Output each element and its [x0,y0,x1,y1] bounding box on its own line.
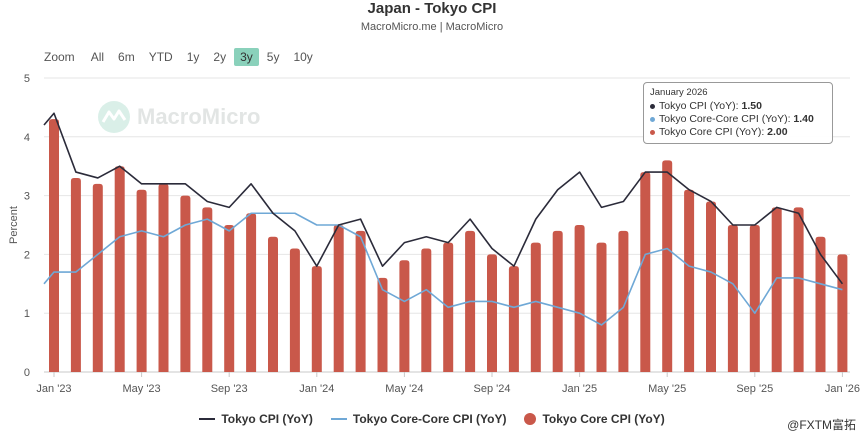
legend-item-core-core[interactable]: Tokyo Core-Core CPI (YoY) [330,412,507,426]
zoom-button-all[interactable]: All [90,50,105,64]
bar-core-cpi[interactable] [530,242,541,372]
line-tokyo-cpi[interactable] [43,112,844,285]
x-tick-label: Sep '23 [211,383,248,395]
bar-core-cpi[interactable] [289,248,300,372]
legend-line-icon [199,418,216,420]
tooltip-value: 2.00 [767,126,788,138]
legend-label: Tokyo Core-Core CPI (YoY) [352,412,507,426]
bar-core-cpi[interactable] [793,207,804,372]
tooltip-label: Tokyo Core CPI (YoY): [659,126,768,138]
y-tick-label: 3 [24,191,30,203]
series-dot-icon [650,103,655,109]
tooltip-row-core: Tokyo Core CPI (YoY): 2.00 [650,126,826,139]
bar-core-cpi[interactable] [487,254,497,372]
bar-core-cpi[interactable] [706,201,716,372]
zoom-label: Zoom [44,50,75,64]
bar-core-cpi[interactable] [815,236,826,372]
bar-core-cpi[interactable] [224,225,235,372]
zoom-button-ytd[interactable]: YTD [148,50,173,64]
x-tick-label: Jan '24 [299,383,334,395]
x-tick-label: Sep '24 [474,383,511,395]
legend-line-icon [330,418,347,420]
bar-core-cpi[interactable] [49,119,59,372]
bar-core-cpi[interactable] [114,166,125,372]
bar-core-cpi[interactable] [268,236,278,372]
bar-core-cpi[interactable] [727,225,738,372]
bar-core-cpi[interactable] [640,172,651,372]
zoom-button-3y[interactable]: 3y [234,48,259,66]
bar-core-cpi[interactable] [70,177,81,372]
bar-core-cpi[interactable] [662,160,673,372]
bar-core-cpi[interactable] [92,183,103,372]
bar-core-cpi[interactable] [311,266,322,372]
zoom-bar: Zoom All 6m YTD 1y 2y 3y 5y 10y [44,48,321,66]
tooltip-label: Tokyo CPI (YoY): [659,100,742,112]
tooltip-row-core-core: Tokyo Core-Core CPI (YoY): 1.40 [650,113,826,126]
legend-item-cpi[interactable]: Tokyo CPI (YoY) [199,412,313,426]
bar-core-cpi[interactable] [618,230,629,372]
chart-title: Japan - Tokyo CPI [367,0,497,17]
tooltip-row-cpi: Tokyo CPI (YoY): 1.50 [650,100,826,113]
bar-core-cpi[interactable] [421,248,432,372]
bar-core-cpi[interactable] [837,254,848,372]
bar-core-cpi[interactable] [574,225,585,372]
y-tick-label: 2 [24,249,30,261]
x-tick-label: Jan '23 [36,383,71,395]
series-dot-icon [650,129,655,135]
y-tick-label: 4 [24,132,30,144]
credit-text: @FXTM富拓 [787,418,856,432]
macromicro-logo-icon [98,101,130,133]
legend-item-core[interactable]: Tokyo Core CPI (YoY) [524,412,665,426]
x-tick-label: Jan '26 [825,383,860,395]
bar-series-core-cpi [49,119,848,372]
legend-label: Tokyo CPI (YoY) [221,412,313,426]
tooltip-date: January 2026 [650,87,708,98]
y-tick-label: 0 [24,367,30,379]
bar-core-cpi[interactable] [596,242,607,372]
bar-core-cpi[interactable] [246,213,257,372]
zoom-button-2y[interactable]: 2y [213,50,227,64]
legend-dot-icon [524,413,537,425]
tooltip-value: 1.50 [741,100,762,112]
bar-core-cpi[interactable] [508,266,519,372]
bar-core-cpi[interactable] [377,277,388,372]
bar-core-cpi[interactable] [202,207,213,372]
x-tick-label: Jan '25 [562,383,597,395]
chart-legend: Tokyo CPI (YoY) Tokyo Core-Core CPI (YoY… [0,412,864,426]
watermark: MacroMicro [97,100,260,134]
x-tick-label: May '24 [385,383,423,395]
y-tick-label: 5 [24,73,30,85]
bar-core-cpi[interactable] [180,195,191,372]
bar-core-cpi[interactable] [684,189,695,372]
legend-label: Tokyo Core CPI (YoY) [542,412,665,426]
axis-labels: 0 1 2 3 4 5 Jan '23 May '23 Sep '23 Jan '24 May '2… [24,73,860,395]
bar-core-cpi[interactable] [771,207,782,372]
series-dot-icon [650,116,655,122]
bar-core-cpi[interactable] [552,230,563,372]
zoom-button-6m[interactable]: 6m [118,50,135,64]
bar-core-cpi[interactable] [136,189,147,372]
zoom-button-1y[interactable]: 1y [186,50,200,64]
tooltip: January 2026 Tokyo CPI (YoY): 1.50 Tokyo… [643,82,833,144]
zoom-button-10y[interactable]: 10y [293,50,313,64]
line-series [43,112,844,326]
tooltip-value: 1.40 [793,113,814,125]
bar-core-cpi[interactable] [355,230,366,372]
bar-core-cpi[interactable] [158,183,169,372]
x-tick-label: Sep '25 [736,383,773,395]
x-tick-label: May '25 [648,383,686,395]
bar-core-cpi[interactable] [749,225,760,372]
watermark-text: MacroMicro [137,104,261,129]
x-tick-label: May '23 [123,383,161,395]
y-axis-title: Percent [8,206,20,244]
y-tick-label: 1 [24,308,30,320]
zoom-button-5y[interactable]: 5y [266,50,280,64]
bar-core-cpi[interactable] [333,225,344,372]
tooltip-label: Tokyo Core-Core CPI (YoY): [659,113,794,125]
chart-subtitle: MacroMicro.me | MacroMicro [360,21,504,33]
bar-core-cpi[interactable] [399,260,410,372]
line-tokyo-core-core-cpi[interactable] [43,212,843,326]
